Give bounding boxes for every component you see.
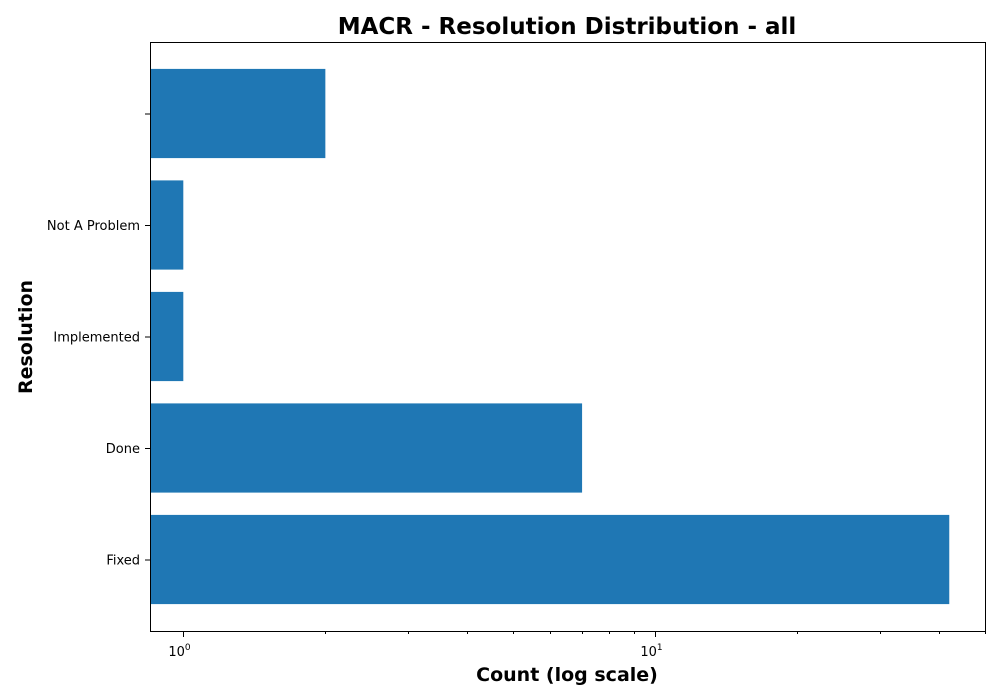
x-tick-exponent: 0 [185, 643, 191, 653]
y-tick-label: Done [106, 442, 140, 457]
plot-frame [150, 42, 986, 632]
bar [150, 180, 184, 270]
y-axis-label: Resolution [15, 280, 37, 394]
x-axis-label: Count (log scale) [476, 664, 658, 686]
bar [150, 514, 950, 605]
chart-title: MACR - Resolution Distribution - all [338, 14, 797, 40]
x-tick-label: 100 [168, 643, 191, 660]
x-tick-label: 101 [640, 643, 662, 660]
y-tick-label: Not A Problem [47, 219, 140, 234]
bar [150, 291, 184, 382]
bars-group [150, 68, 950, 605]
y-axis-ticks: Fixed Done Implemented Not A Problem [47, 113, 150, 569]
x-axis-ticks: 100 101 [168, 631, 986, 660]
y-tick-label: Implemented [53, 331, 140, 346]
x-tick-exponent: 1 [657, 643, 663, 653]
bar [150, 68, 326, 159]
bar [150, 403, 583, 493]
y-tick-label: Fixed [106, 554, 140, 569]
x-tick-base: 10 [640, 645, 657, 660]
x-tick-base: 10 [168, 645, 185, 660]
